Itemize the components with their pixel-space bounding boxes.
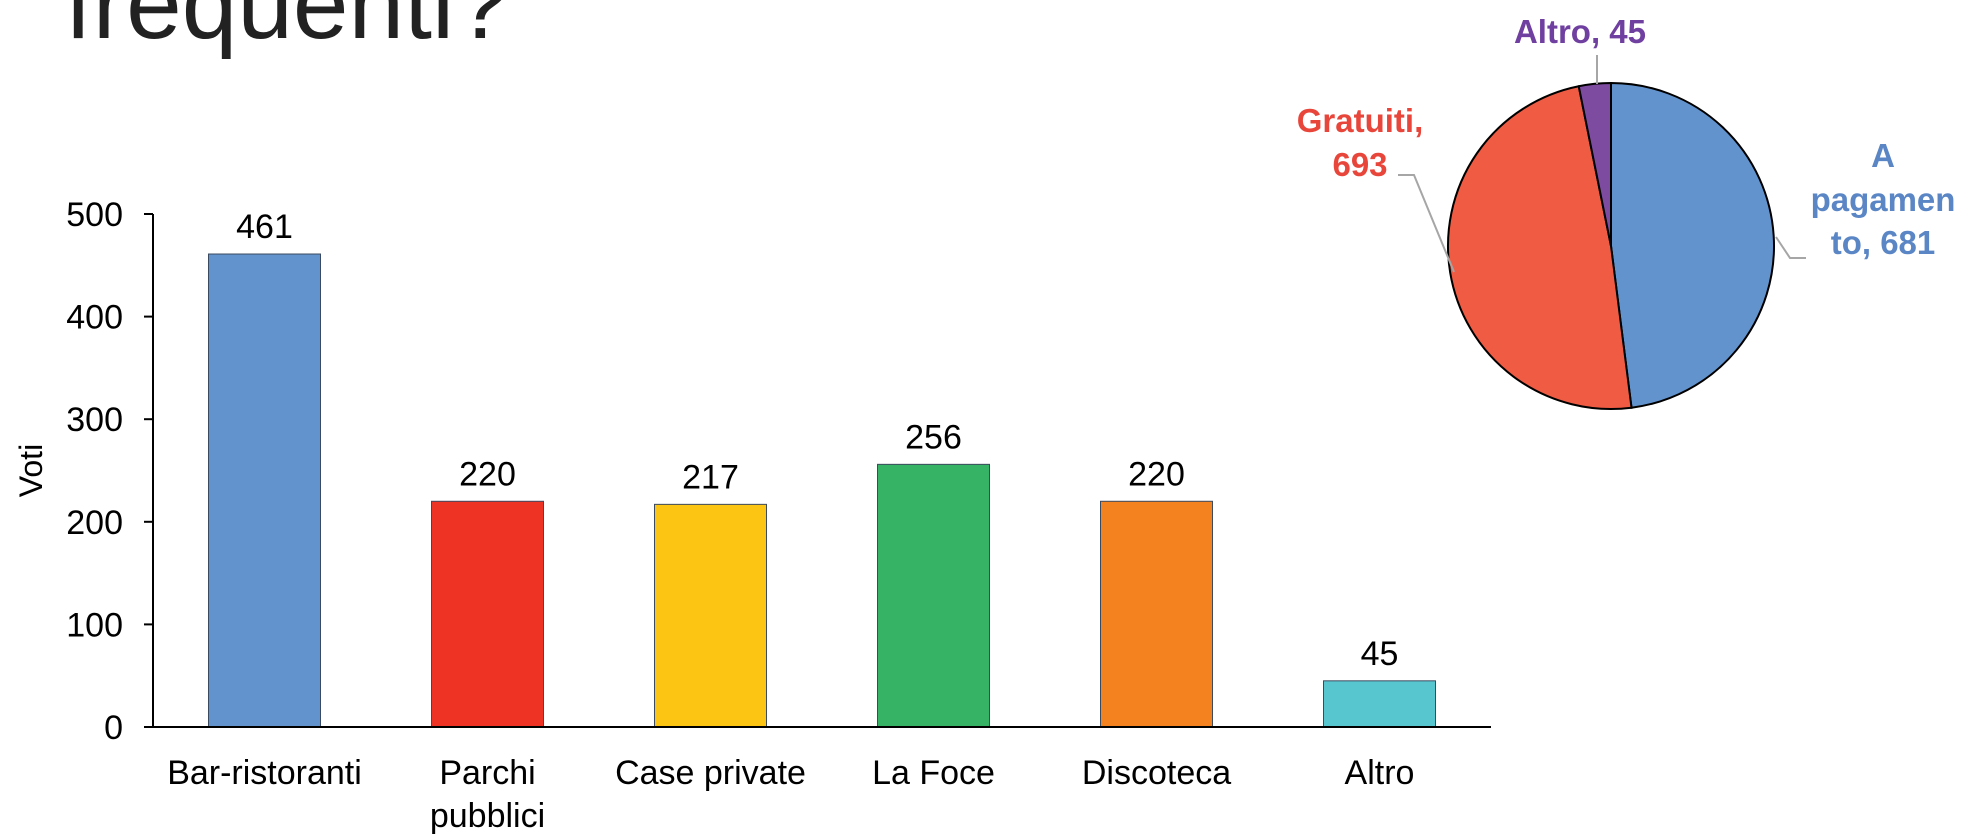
data-label: 220 <box>1128 455 1185 493</box>
y-tick-label: 400 <box>66 299 123 337</box>
y-tick-label: 100 <box>66 606 123 644</box>
data-label: 256 <box>905 418 962 456</box>
pie-data-label: A pagamento, 681 <box>1810 137 1956 262</box>
bar <box>1100 500 1213 728</box>
x-tick-label: La Foce <box>872 754 995 792</box>
y-axis-label: Voti <box>13 444 49 497</box>
pie-slice <box>1577 81 1612 247</box>
data-label: 217 <box>682 458 739 496</box>
data-label: 45 <box>1361 635 1399 673</box>
bar <box>208 253 321 728</box>
x-tick-label: Parchi pubblici <box>429 754 546 835</box>
pie-slice <box>1447 85 1633 410</box>
data-label: 461 <box>236 208 293 246</box>
y-tick-label: 500 <box>66 196 123 234</box>
y-tick-label: 200 <box>66 504 123 542</box>
x-tick-label: Bar-ristoranti <box>167 754 362 792</box>
leader-line <box>1398 174 1455 273</box>
y-tick-label: 0 <box>104 709 123 747</box>
bar <box>877 463 990 728</box>
x-tick-label: Altro <box>1344 754 1415 792</box>
y-tick-label: 300 <box>66 401 123 439</box>
x-tick-label: Discoteca <box>1081 754 1232 792</box>
data-label: 220 <box>459 455 516 493</box>
bar <box>431 500 544 728</box>
leader-line <box>1775 236 1806 259</box>
bar <box>654 503 767 728</box>
x-tick-label: Case private <box>615 754 806 792</box>
pie-data-label: Altro, 45 <box>1513 13 1647 50</box>
pie-data-label: Gratuiti, 693 <box>1296 102 1424 183</box>
bar <box>1323 680 1436 728</box>
page-title: frequenti? <box>65 0 510 60</box>
pie-slice <box>1610 81 1775 409</box>
